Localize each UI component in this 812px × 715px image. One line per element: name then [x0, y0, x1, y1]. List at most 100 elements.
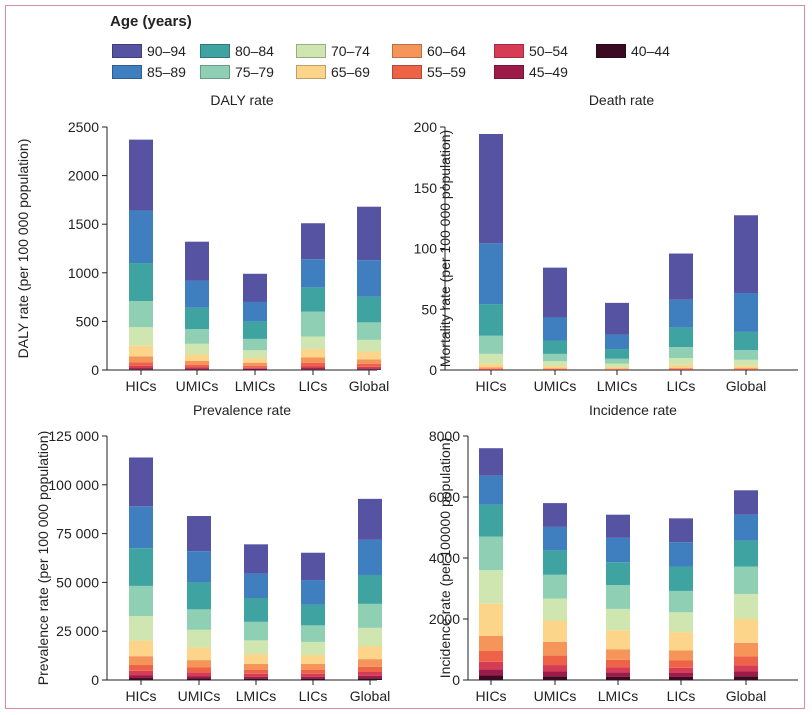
legend-swatch [200, 44, 230, 58]
bar-segment [129, 585, 153, 617]
x-tick-label: LMICs [236, 688, 276, 704]
x-tick-label: UMICs [176, 378, 219, 394]
x-tick-label: LMICs [597, 378, 637, 394]
bar-segment [606, 537, 630, 563]
x-tick-label: HICs [475, 378, 506, 394]
y-tick-label: 200 [414, 119, 438, 135]
bar-segment [244, 573, 268, 599]
bar-segment [357, 339, 381, 352]
bar-segment [129, 656, 153, 665]
legend-item: 75–79 [200, 63, 274, 81]
legend-swatch [596, 44, 626, 58]
y-axis-label: Incidence rate (per 100000 population) [437, 438, 453, 679]
bar-segment [244, 673, 268, 677]
bar-segment [187, 629, 211, 648]
bar-segment [543, 526, 567, 551]
bar-segment [129, 365, 153, 369]
bar-segment [543, 317, 567, 341]
bar-segment [479, 651, 503, 662]
bar-segment [185, 364, 209, 368]
bar-segment [357, 296, 381, 323]
chart-title: Incidence rate [589, 402, 677, 418]
y-tick-label: 125 000 [48, 428, 99, 444]
bar-segment [358, 671, 382, 676]
legend-label: 50–54 [529, 43, 568, 59]
bar-segment [301, 223, 325, 260]
bar-segment [734, 490, 758, 515]
bar-segment [187, 676, 211, 679]
bar-segment [479, 304, 503, 336]
bar-segment [244, 621, 268, 641]
bar-segment [734, 671, 758, 677]
chart-panel: Incidence rate 0 2000 4000 6000 8000Incidence… [429, 402, 798, 704]
legend-swatch [296, 44, 326, 58]
y-tick-label: 0 [91, 672, 99, 688]
bar-segment [543, 574, 567, 599]
bar-segment [301, 366, 325, 369]
chart-title: Death rate [589, 92, 655, 108]
bar-segment [187, 582, 211, 610]
bar-segment [606, 676, 630, 680]
y-tick-label: 8000 [429, 428, 460, 444]
bar-segment [357, 368, 381, 370]
bar-segment [606, 667, 630, 673]
bar-segment [357, 260, 381, 297]
bar-segment [244, 654, 268, 664]
x-tick-label: Global [726, 688, 766, 704]
bar-segment [479, 661, 503, 670]
bar-segment [244, 678, 268, 680]
bar-segment [185, 367, 209, 369]
bar-segment [301, 678, 325, 680]
bar-segment [358, 498, 382, 540]
x-tick-label: LICs [667, 378, 696, 394]
bar-segment [605, 358, 629, 364]
bar-segment [669, 566, 693, 591]
bar-segment [185, 307, 209, 330]
legend-item: 65–69 [296, 63, 370, 81]
bar-segment [243, 273, 267, 302]
bar-segment [244, 663, 268, 670]
legend-swatch [392, 65, 422, 79]
legend-swatch [112, 65, 142, 79]
y-tick-label: 500 [76, 313, 100, 329]
y-axis-label: Mortality rate (per 100 000 population) [437, 130, 453, 367]
chart-title: DALY rate [210, 92, 274, 108]
bar-segment [129, 678, 153, 680]
legend-swatch [494, 65, 524, 79]
bar-segment [357, 363, 381, 367]
y-tick-label: 2000 [68, 168, 99, 184]
bar-segment [243, 365, 267, 368]
bar-segment [358, 675, 382, 679]
bar-segment [479, 536, 503, 571]
bar-segment [669, 667, 693, 673]
bar-segment [129, 345, 153, 357]
y-tick-label: 0 [429, 362, 437, 378]
x-tick-label: LICs [667, 688, 696, 704]
bar-segment [734, 540, 758, 567]
bar-segment [185, 368, 209, 370]
bar-segment [129, 640, 153, 657]
chart-panel: Prevalence rate 0 25 000 50 000 75 000 100 00… [35, 402, 390, 704]
bar-segment [669, 358, 693, 365]
bar-segment [187, 660, 211, 668]
bar-segment [244, 598, 268, 622]
bar-segment [243, 301, 267, 322]
bar-segment [301, 369, 325, 370]
bar-segment [606, 630, 630, 650]
bar-segment [543, 550, 567, 575]
bar-segment [543, 676, 567, 680]
legend-label: 40–44 [631, 43, 670, 59]
bar-segment [243, 368, 267, 370]
y-tick-label: 100 000 [48, 477, 99, 493]
bar-segment [669, 347, 693, 359]
bar-segment [734, 656, 758, 666]
bar-segment [606, 608, 630, 631]
bar-segment [129, 356, 153, 363]
bar-segment [244, 669, 268, 674]
legend-label: 75–79 [235, 64, 274, 80]
bar-segment [187, 647, 211, 661]
y-tick-label: 50 [421, 301, 437, 317]
x-tick-label: HICs [125, 688, 156, 704]
legend-swatch [200, 65, 230, 79]
x-tick-label: LICs [299, 688, 328, 704]
